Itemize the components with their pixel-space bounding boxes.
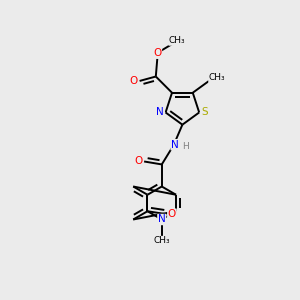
Text: H: H	[182, 142, 189, 151]
Text: O: O	[130, 76, 138, 86]
Text: N: N	[158, 214, 166, 224]
Text: CH₃: CH₃	[169, 36, 186, 45]
Text: N: N	[156, 107, 164, 118]
Text: CH₃: CH₃	[154, 236, 170, 245]
Text: O: O	[168, 209, 176, 219]
Text: CH₃: CH₃	[209, 74, 226, 82]
Text: O: O	[153, 48, 161, 58]
Text: N: N	[171, 140, 179, 150]
Text: O: O	[134, 157, 142, 166]
Text: S: S	[201, 107, 208, 118]
